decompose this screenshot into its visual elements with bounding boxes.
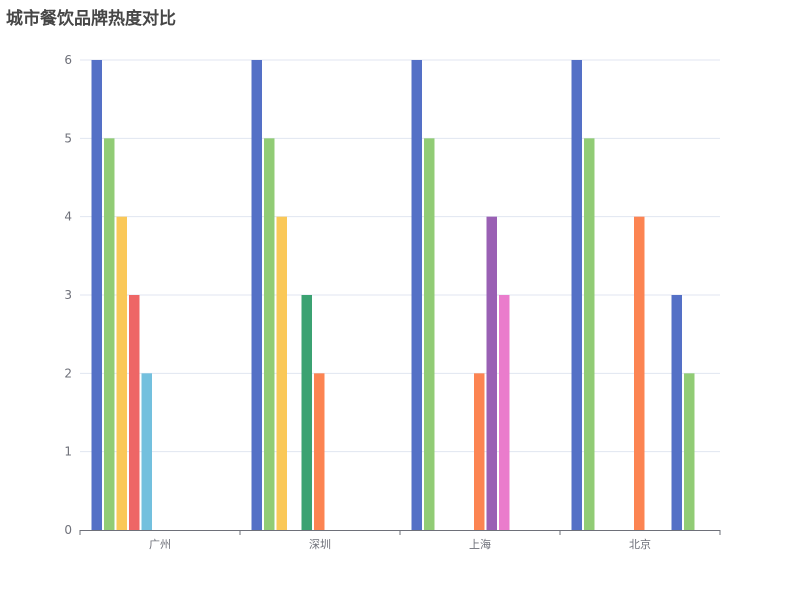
bar-0-1[interactable] bbox=[104, 138, 115, 531]
bar-1-4[interactable] bbox=[301, 295, 313, 530]
bar-3-0[interactable] bbox=[571, 60, 583, 530]
bar-2-5[interactable] bbox=[474, 373, 485, 530]
bar-1-2[interactable] bbox=[276, 216, 288, 530]
bar-3-5[interactable] bbox=[634, 216, 645, 530]
bar-0-2[interactable] bbox=[116, 216, 128, 530]
y-tick-label: 2 bbox=[64, 366, 72, 380]
x-tick-label: 上海 bbox=[469, 537, 491, 551]
x-tick-label: 北京 bbox=[629, 537, 651, 551]
y-tick-label: 5 bbox=[64, 131, 72, 145]
bar-1-5[interactable] bbox=[314, 373, 325, 530]
bar-2-7[interactable] bbox=[499, 295, 510, 530]
bar-2-0[interactable] bbox=[411, 60, 423, 530]
bar-1-1[interactable] bbox=[264, 138, 275, 531]
bar-series bbox=[91, 60, 695, 531]
bar-3-9[interactable] bbox=[684, 373, 695, 530]
y-tick-label: 6 bbox=[64, 53, 72, 67]
bar-0-3[interactable] bbox=[129, 295, 140, 530]
bar-1-0[interactable] bbox=[251, 60, 263, 530]
y-tick-label: 4 bbox=[64, 210, 72, 224]
bar-0-0[interactable] bbox=[91, 60, 103, 530]
x-tick-label: 深圳 bbox=[309, 538, 331, 551]
y-tick-label: 0 bbox=[64, 523, 72, 537]
chart-title: 城市餐饮品牌热度对比 bbox=[6, 9, 176, 29]
grid-lines bbox=[80, 59, 720, 453]
bar-0-4[interactable] bbox=[141, 373, 153, 530]
axes: 0 1 2 3 4 5 6 广州 深圳 上海 北京 bbox=[64, 53, 721, 551]
y-tick-label: 1 bbox=[64, 445, 72, 459]
x-tick-label: 广州 bbox=[149, 538, 171, 551]
bar-2-1[interactable] bbox=[424, 138, 435, 531]
bar-3-8[interactable] bbox=[671, 295, 683, 530]
bar-3-1[interactable] bbox=[584, 138, 595, 531]
bar-2-6[interactable] bbox=[486, 216, 498, 530]
y-tick-label: 3 bbox=[64, 288, 72, 302]
